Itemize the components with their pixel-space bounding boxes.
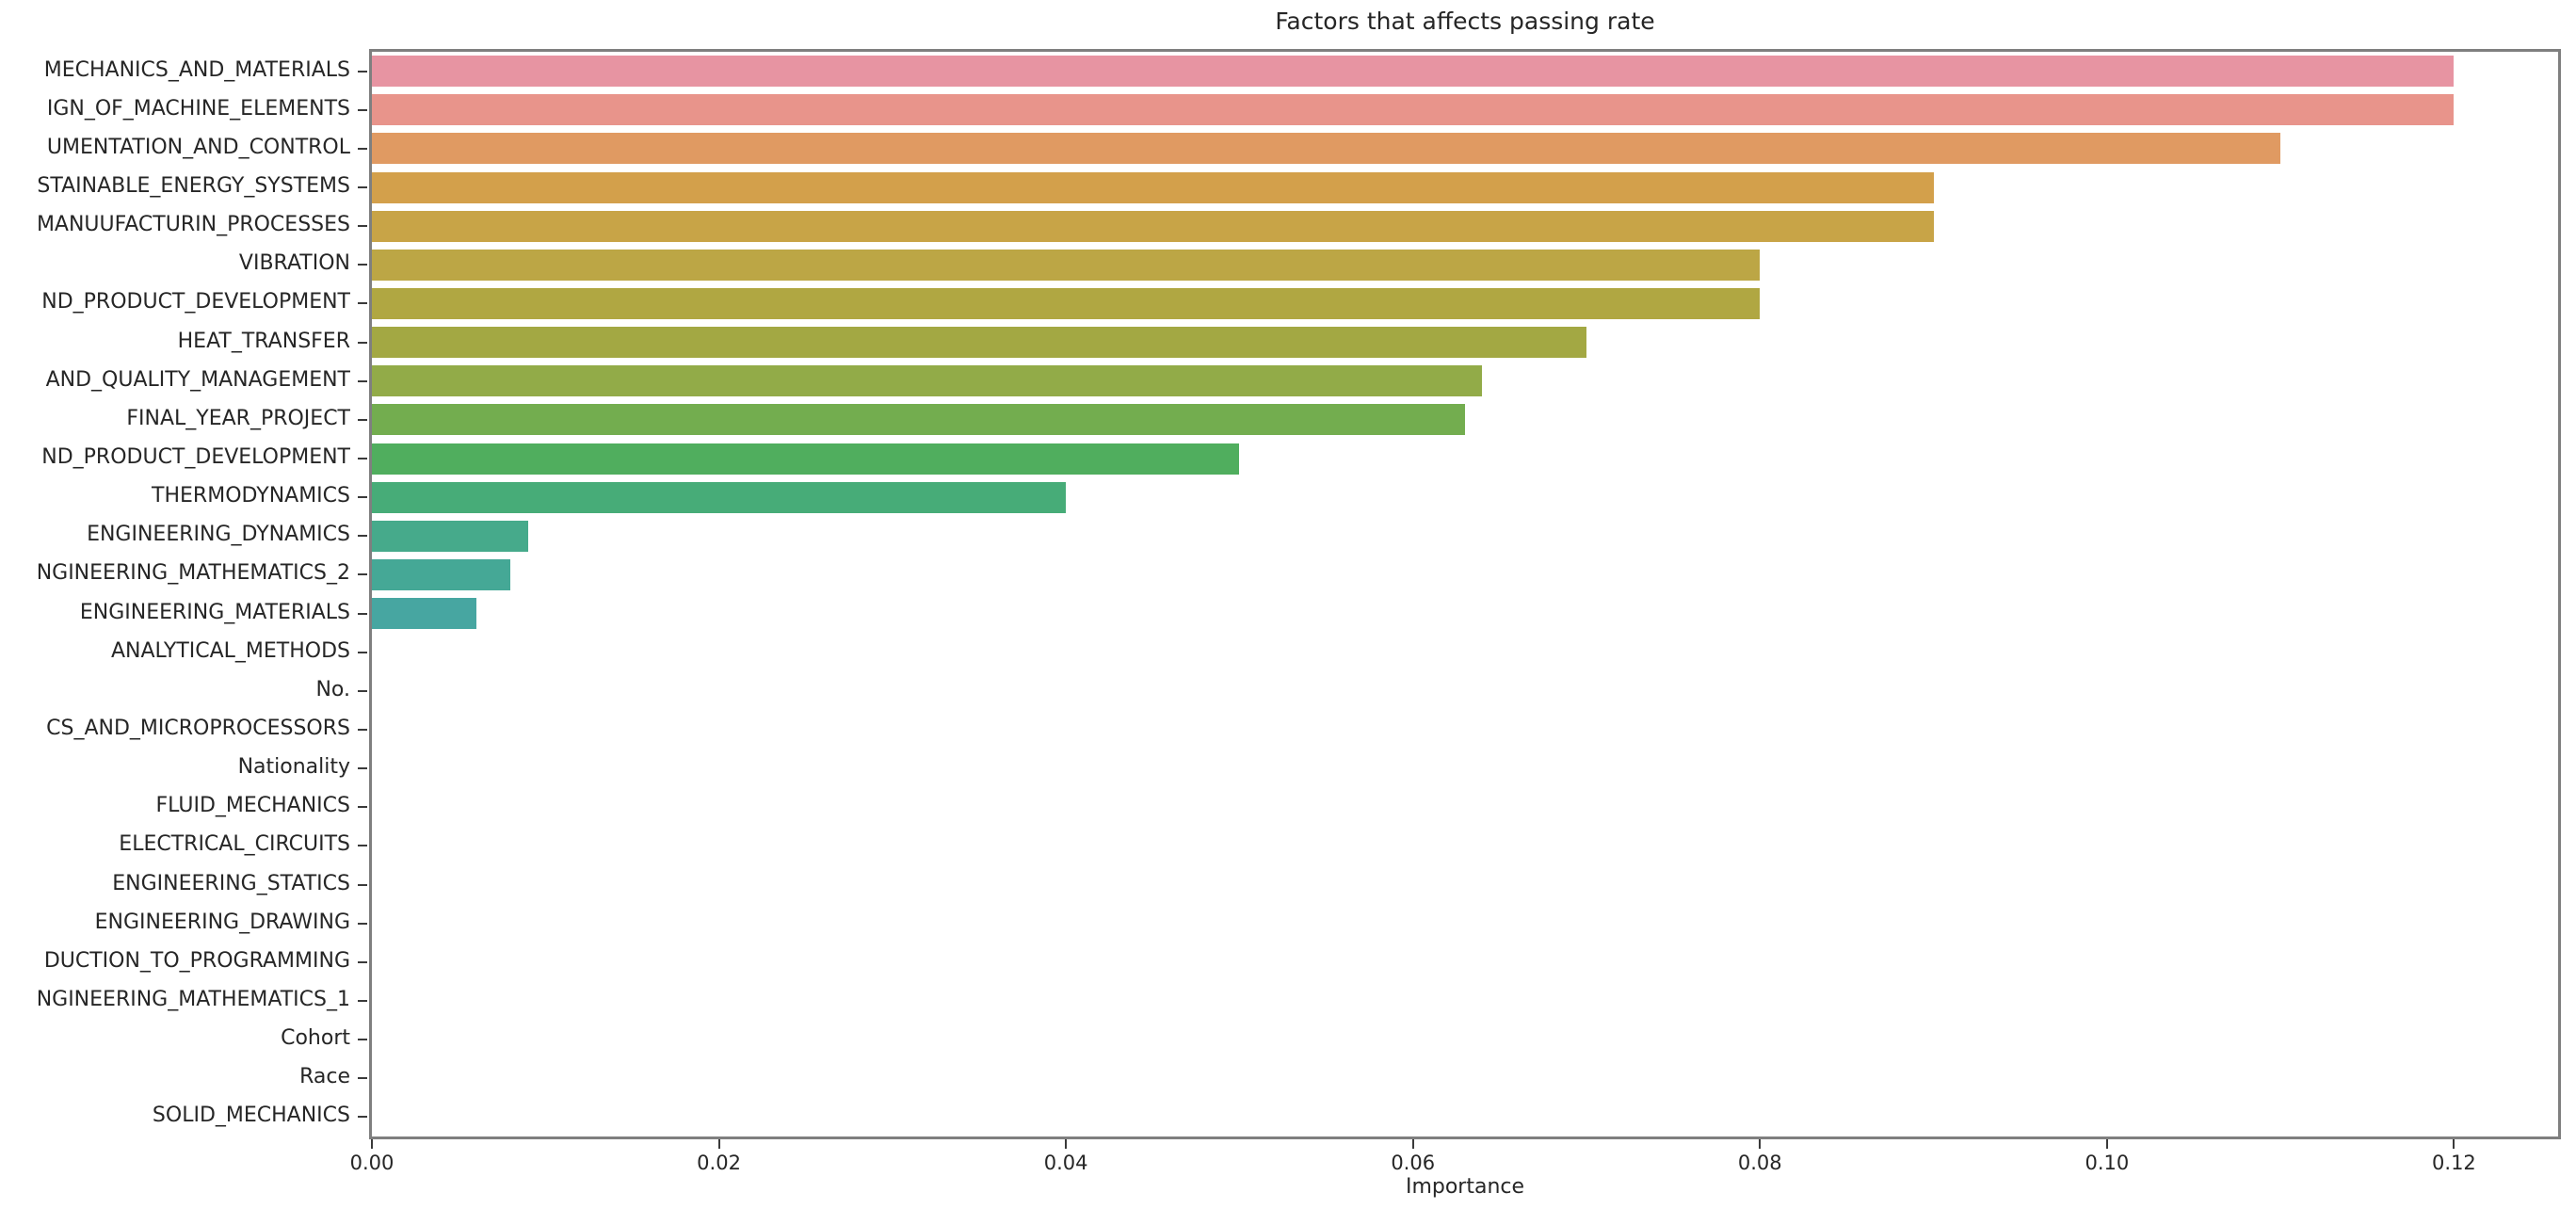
- x-tick-label: 0.12: [2432, 1152, 2476, 1174]
- y-tick-label: NGINEERING_MATHEMATICS_2: [36, 561, 350, 586]
- y-tick-label: DUCTION_TO_PROGRAMMING: [43, 948, 350, 973]
- x-tick-mark: [1759, 1139, 1762, 1149]
- y-tick-label: NGINEERING_MATHEMATICS_1: [36, 988, 350, 1011]
- y-tick-label: ND_PRODUCT_DEVELOPMENT: [41, 290, 350, 314]
- y-tick-label: ENGINEERING_DYNAMICS: [87, 523, 350, 547]
- y-tick-label: MANUUFACTURIN_PROCESSES: [36, 213, 350, 237]
- y-tick-label: FINAL_YEAR_PROJECT: [126, 406, 350, 430]
- y-tick-label: VIBRATION: [238, 251, 350, 276]
- bar: [372, 133, 2281, 165]
- x-tick-mark: [2453, 1139, 2455, 1149]
- x-tick-mark: [1065, 1139, 1068, 1149]
- chart-title: Factors that affects passing rate: [1275, 8, 1655, 35]
- y-tick-label: HEAT_TRANSFER: [177, 329, 350, 353]
- y-tick-mark: [358, 302, 367, 305]
- x-axis: 0.00 0.02 0.04 0.06 0.08 0.10 0.12: [350, 1136, 2558, 1225]
- bar: [372, 327, 1586, 359]
- y-tick-label: Race: [299, 1065, 350, 1089]
- x-tick-label: 0.00: [349, 1152, 394, 1174]
- y-tick-label: ND_PRODUCT_DEVELOPMENT: [41, 445, 350, 469]
- y-tick-mark: [358, 806, 367, 809]
- y-tick-label: IGN_OF_MACHINE_ELEMENTS: [46, 96, 350, 121]
- y-tick-mark: [358, 689, 367, 692]
- y-tick-label: SOLID_MECHANICS: [152, 1104, 350, 1128]
- bar: [372, 443, 1240, 475]
- y-tick-label: ENGINEERING_DRAWING: [94, 910, 350, 934]
- y-tick-mark: [358, 225, 367, 228]
- x-tick-mark: [371, 1139, 373, 1149]
- y-tick-label: ENGINEERING_MATERIALS: [79, 600, 350, 624]
- x-tick-label: 0.08: [1737, 1152, 1782, 1174]
- y-tick-mark: [358, 418, 367, 421]
- y-tick-mark: [358, 264, 367, 266]
- y-tick-mark: [358, 729, 367, 731]
- y-tick-label: THERMODYNAMICS: [152, 484, 350, 508]
- y-tick-mark: [358, 458, 367, 459]
- bar: [372, 404, 1465, 436]
- bar: [372, 558, 511, 590]
- y-tick-mark: [358, 960, 367, 963]
- y-tick-mark: [358, 535, 367, 538]
- y-tick-label: AND_QUALITY_MANAGEMENT: [45, 367, 350, 392]
- y-tick-mark: [358, 1039, 367, 1041]
- y-tick-label: Cohort: [281, 1026, 350, 1051]
- bar: [372, 598, 476, 630]
- y-tick-label: UMENTATION_AND_CONTROL: [46, 135, 350, 159]
- y-tick-label: No.: [315, 677, 350, 701]
- bar: [372, 171, 1934, 203]
- y-tick-mark: [358, 186, 367, 188]
- x-axis-label: Importance: [1405, 1175, 1525, 1199]
- x-tick-label: 0.10: [2085, 1152, 2130, 1174]
- bar: [372, 520, 528, 552]
- y-tick-mark: [358, 573, 367, 576]
- y-tick-mark: [358, 845, 367, 847]
- y-tick-label: STAINABLE_ENERGY_SYSTEMS: [37, 174, 350, 198]
- y-tick-mark: [358, 922, 367, 925]
- y-tick-mark: [358, 651, 367, 653]
- x-tick-mark: [717, 1139, 720, 1149]
- bar: [372, 94, 2455, 126]
- y-tick-mark: [358, 341, 367, 344]
- bar: [372, 365, 1483, 397]
- y-tick-mark: [358, 70, 367, 73]
- bar: [372, 481, 1067, 513]
- x-tick-label: 0.04: [1043, 1152, 1088, 1174]
- y-axis: MECHANICS_AND_MATERIALS IGN_OF_MACHINE_EL…: [0, 52, 369, 1136]
- y-tick-label: Nationality: [237, 755, 350, 780]
- y-tick-mark: [358, 1000, 367, 1002]
- y-tick-label: ANALYTICAL_METHODS: [110, 638, 350, 663]
- y-tick-mark: [358, 767, 367, 770]
- bar: [372, 287, 1761, 319]
- y-tick-label: FLUID_MECHANICS: [155, 794, 350, 818]
- x-tick-label: 0.02: [697, 1152, 741, 1174]
- bar: [372, 210, 1934, 242]
- y-tick-mark: [358, 379, 367, 382]
- bar: [372, 56, 2455, 88]
- y-tick-mark: [358, 1116, 367, 1119]
- y-tick-label: ENGINEERING_STATICS: [112, 871, 350, 895]
- y-tick-mark: [358, 1077, 367, 1080]
- y-tick-label: ELECTRICAL_CIRCUITS: [119, 832, 350, 857]
- x-tick-mark: [1411, 1139, 1414, 1149]
- plot-area: [369, 49, 2561, 1139]
- y-tick-mark: [358, 883, 367, 886]
- x-tick-label: 0.06: [1391, 1152, 1436, 1174]
- y-tick-mark: [358, 612, 367, 615]
- y-tick-mark: [358, 496, 367, 499]
- y-tick-label: MECHANICS_AND_MATERIALS: [43, 57, 350, 82]
- y-tick-mark: [358, 147, 367, 150]
- x-tick-mark: [2105, 1139, 2108, 1149]
- y-tick-label: CS_AND_MICROPROCESSORS: [46, 717, 350, 740]
- bar: [372, 249, 1761, 281]
- y-tick-mark: [358, 108, 367, 111]
